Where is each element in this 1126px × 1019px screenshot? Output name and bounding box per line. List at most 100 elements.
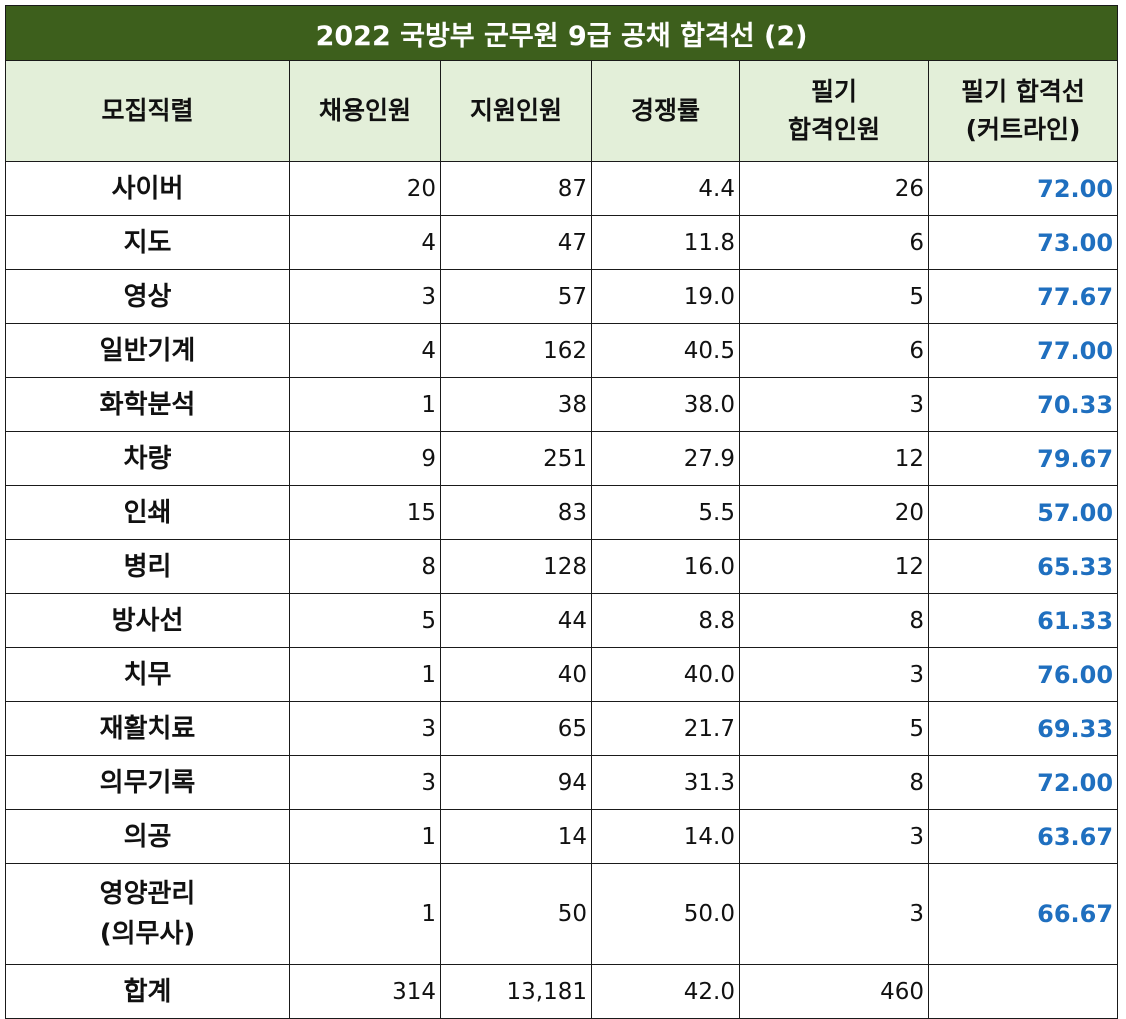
row-cut: 57.00 [927, 485, 1119, 540]
row-apply: 65 [440, 701, 592, 756]
row-pass: 26 [739, 161, 929, 216]
row-hire: 9 [289, 431, 441, 486]
total-name: 합계 [5, 964, 290, 1019]
row-ratio: 14.0 [591, 809, 740, 864]
row-name: 병리 [5, 539, 290, 594]
row-pass: 6 [739, 323, 929, 378]
row-hire: 5 [289, 593, 441, 648]
row-apply: 87 [440, 161, 592, 216]
table-row: 화학분석 1 38 38.0 3 70.33 [5, 377, 1119, 432]
header-hire: 채용인원 [289, 60, 441, 162]
row-name: 치무 [5, 647, 290, 702]
row-hire: 4 [289, 323, 441, 378]
total-apply: 13,181 [440, 964, 592, 1019]
row-apply: 38 [440, 377, 592, 432]
total-hire: 314 [289, 964, 441, 1019]
header-job: 모집직렬 [5, 60, 290, 162]
row-apply: 14 [440, 809, 592, 864]
row-cut: 77.67 [927, 269, 1119, 324]
row-pass: 12 [739, 539, 929, 594]
table-row: 재활치료 3 65 21.7 5 69.33 [5, 701, 1119, 756]
row-apply: 47 [440, 215, 592, 270]
row-cut: 72.00 [927, 161, 1119, 216]
row-name: 화학분석 [5, 377, 290, 432]
row-name: 지도 [5, 215, 290, 270]
row-hire: 4 [289, 215, 441, 270]
row-pass: 5 [739, 269, 929, 324]
row-apply: 44 [440, 593, 592, 648]
row-name: 방사선 [5, 593, 290, 648]
row-ratio: 5.5 [591, 485, 740, 540]
row-apply: 40 [440, 647, 592, 702]
title-row: 2022 국방부 군무원 9급 공채 합격선 (2) [4, 5, 1119, 61]
row-hire: 1 [289, 647, 441, 702]
row-hire: 15 [289, 485, 441, 540]
row-pass: 3 [739, 377, 929, 432]
row-pass: 3 [739, 647, 929, 702]
row-pass: 5 [739, 701, 929, 756]
table-row: 의공 1 14 14.0 3 63.67 [5, 809, 1119, 864]
row-pass: 12 [739, 431, 929, 486]
header-cut: 필기 합격선 (커트라인) [927, 60, 1119, 162]
row-ratio: 19.0 [591, 269, 740, 324]
header-cut-line1: 필기 합격선 [961, 77, 1085, 106]
table-row: 지도 4 47 11.8 6 73.00 [5, 215, 1119, 270]
row-pass: 8 [739, 593, 929, 648]
row-name: 영양관리 (의무사) [5, 863, 290, 965]
table-row: 인쇄 15 83 5.5 20 57.00 [5, 485, 1119, 540]
table-row: 방사선 5 44 8.8 8 61.33 [5, 593, 1119, 648]
row-hire: 8 [289, 539, 441, 594]
header-row: 모집직렬 채용인원 지원인원 경쟁률 필기 합격인원 필기 합격선 (커트라인) [5, 60, 1119, 162]
row-name: 의무기록 [5, 755, 290, 810]
row-apply: 83 [440, 485, 592, 540]
row-cut: 72.00 [927, 755, 1119, 810]
row-cut: 66.67 [927, 863, 1119, 965]
row-hire: 3 [289, 755, 441, 810]
row-ratio: 21.7 [591, 701, 740, 756]
row-apply: 251 [440, 431, 592, 486]
row-ratio: 27.9 [591, 431, 740, 486]
table-row: 병리 8 128 16.0 12 65.33 [5, 539, 1119, 594]
row-cut: 69.33 [927, 701, 1119, 756]
total-cut [927, 964, 1119, 1019]
row-hire: 3 [289, 269, 441, 324]
row-cut: 70.33 [927, 377, 1119, 432]
row-ratio: 50.0 [591, 863, 740, 965]
row-cut: 77.00 [927, 323, 1119, 378]
row-ratio: 31.3 [591, 755, 740, 810]
row-ratio: 8.8 [591, 593, 740, 648]
row-apply: 94 [440, 755, 592, 810]
total-row: 합계 314 13,181 42.0 460 [5, 964, 1119, 1019]
row-hire: 20 [289, 161, 441, 216]
row-ratio: 16.0 [591, 539, 740, 594]
header-ratio: 경쟁률 [591, 60, 740, 162]
row-pass: 3 [739, 863, 929, 965]
row-apply: 57 [440, 269, 592, 324]
row-hire: 1 [289, 809, 441, 864]
row-name: 사이버 [5, 161, 290, 216]
row-pass: 20 [739, 485, 929, 540]
row-cut: 65.33 [927, 539, 1119, 594]
row-ratio: 4.4 [591, 161, 740, 216]
row-hire: 1 [289, 863, 441, 965]
row-ratio: 40.5 [591, 323, 740, 378]
row-apply: 162 [440, 323, 592, 378]
row-pass: 8 [739, 755, 929, 810]
row-name: 인쇄 [5, 485, 290, 540]
table-row: 의무기록 3 94 31.3 8 72.00 [5, 755, 1119, 810]
row-ratio: 40.0 [591, 647, 740, 702]
row-name-line1: 영양관리 [99, 879, 196, 909]
row-name: 일반기계 [5, 323, 290, 378]
total-ratio: 42.0 [591, 964, 740, 1019]
header-cut-line2: (커트라인) [965, 115, 1081, 144]
cutline-table: 2022 국방부 군무원 9급 공채 합격선 (2) 모집직렬 채용인원 지원인… [4, 5, 1119, 1019]
table-row: 차량 9 251 27.9 12 79.67 [5, 431, 1119, 486]
header-pass: 필기 합격인원 [739, 60, 929, 162]
header-apply: 지원인원 [440, 60, 592, 162]
table-row: 치무 1 40 40.0 3 76.00 [5, 647, 1119, 702]
row-name: 재활치료 [5, 701, 290, 756]
row-cut: 79.67 [927, 431, 1119, 486]
table-title: 2022 국방부 군무원 9급 공채 합격선 (2) [4, 5, 1119, 61]
row-ratio: 38.0 [591, 377, 740, 432]
row-pass: 6 [739, 215, 929, 270]
